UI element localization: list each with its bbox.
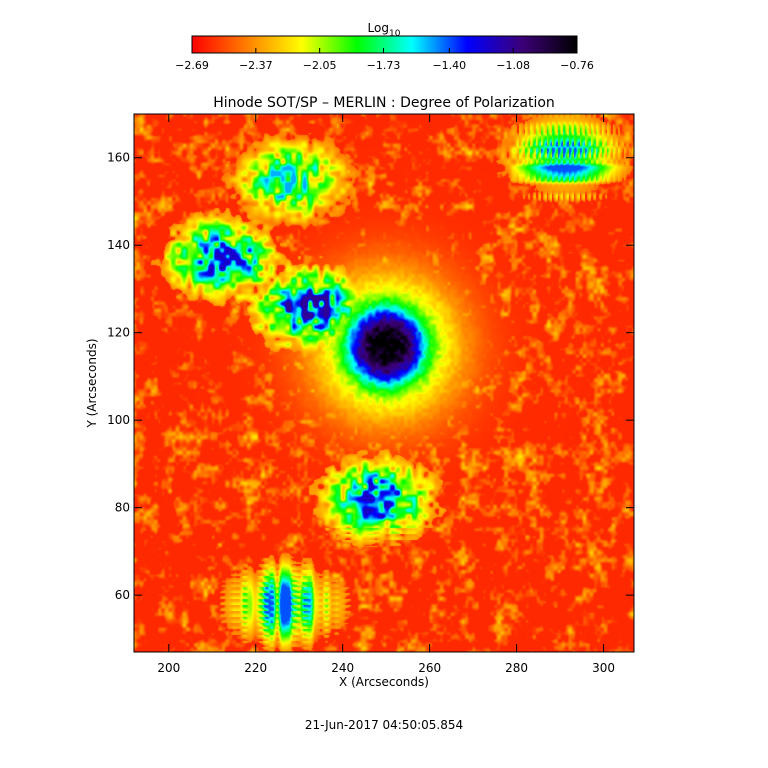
y-axis-label: Y (Arcseconds) (85, 338, 99, 428)
x-tick-label: 240 (331, 661, 354, 675)
plot-frame (133, 113, 635, 653)
x-tick-label: 200 (157, 661, 180, 675)
colorbar-tick-label: −2.37 (239, 59, 273, 72)
colorbar-tick-label: −2.05 (303, 59, 337, 72)
x-tick-label: 220 (244, 661, 267, 675)
y-tick-label: 80 (115, 501, 130, 515)
x-axis-label: X (Arcseconds) (339, 675, 429, 689)
timestamp: 21-Jun-2017 04:50:05.854 (305, 718, 463, 732)
colorbar: Log10 −2.69 −2.37 −2.05 −1.73 −1.40 −1.08 −0.7… (175, 21, 594, 72)
colorbar-label: Log10 (368, 21, 401, 39)
y-tick-label: 140 (107, 238, 130, 252)
y-tick-label: 100 (107, 413, 130, 427)
plot-area: 200 220 240 260 280 300 60 80 100 120 140 160 (107, 113, 635, 675)
x-tick-label: 280 (505, 661, 528, 675)
colorbar-tick-label: −2.69 (175, 59, 209, 72)
colorbar-tick-label: −1.73 (367, 59, 401, 72)
chart-title: Hinode SOT/SP – MERLIN : Degree of Polar… (213, 95, 555, 111)
colorbar-bar (191, 35, 578, 54)
x-axis: 200 220 240 260 280 300 (157, 114, 615, 675)
y-tick-label: 120 (107, 326, 130, 340)
colorbar-ticks: −2.69 −2.37 −2.05 −1.73 −1.40 −1.08 −0.76 (175, 48, 594, 72)
y-tick-label: 60 (115, 588, 130, 602)
heatmap-image (134, 114, 634, 652)
x-tick-label: 260 (418, 661, 441, 675)
colorbar-tick-label: −1.40 (432, 59, 466, 72)
x-tick-label: 300 (592, 661, 615, 675)
colorbar-tick-label: −0.76 (560, 59, 594, 72)
y-tick-label: 160 (107, 151, 130, 165)
y-axis: 60 80 100 120 140 160 (107, 151, 634, 602)
colorbar-tick-label: −1.08 (496, 59, 530, 72)
